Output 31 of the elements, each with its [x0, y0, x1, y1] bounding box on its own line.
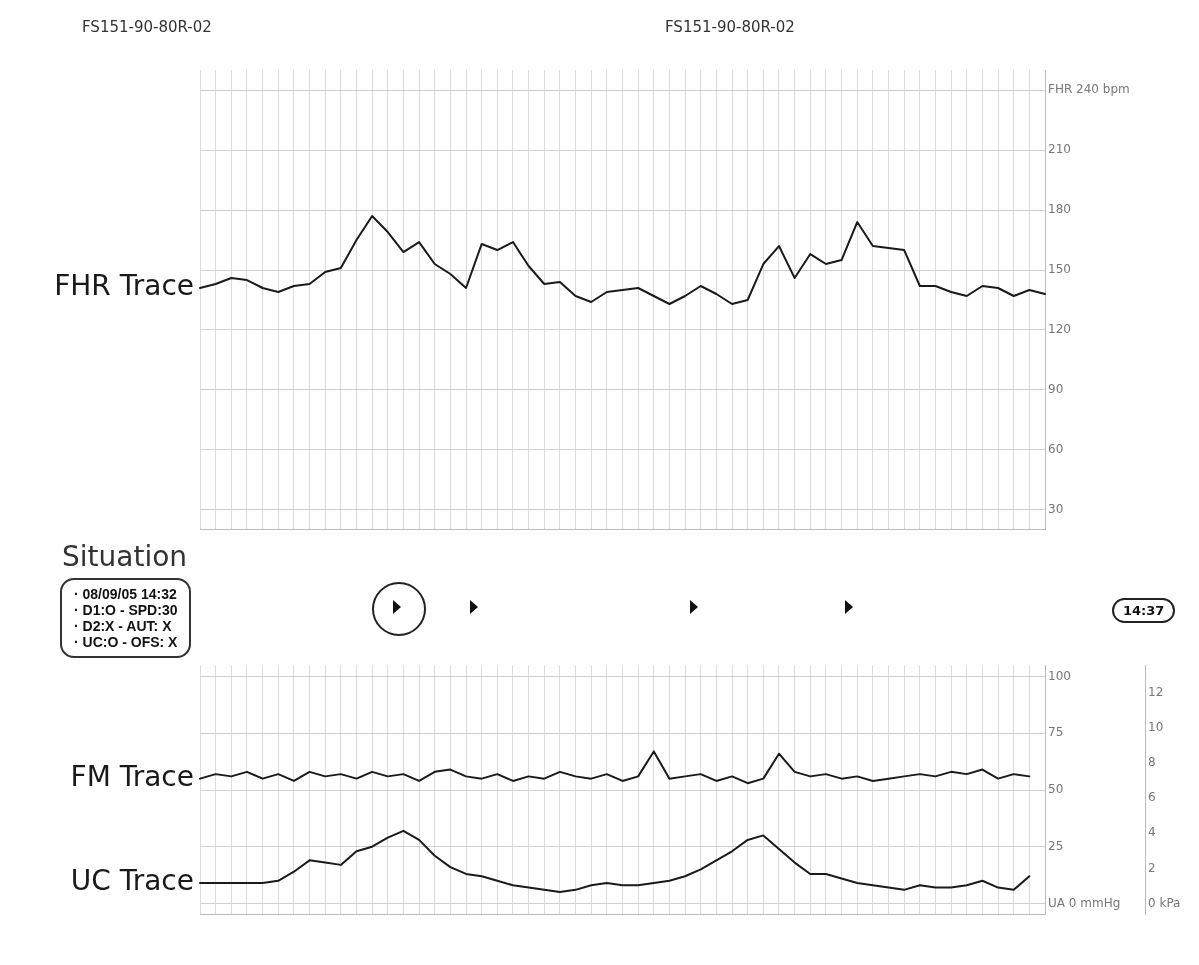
text: · UC:O - OFS: X — [74, 634, 178, 650]
y-tick-label: 60 — [1048, 441, 1064, 456]
text: · D1:O - SPD:30 — [74, 602, 178, 618]
y-tick-label: 90 — [1048, 382, 1064, 397]
y2-tick-label: 6 — [1148, 790, 1156, 805]
y2-tick-label: 4 — [1148, 825, 1156, 840]
y-tick-label: 150 — [1048, 262, 1071, 277]
y-tick-label: 210 — [1048, 142, 1071, 157]
text: · 08/09/05 14:32 — [74, 586, 178, 602]
y2-tick-label: 0 kPa — [1148, 895, 1181, 910]
series-label: UC Trace — [70, 864, 194, 898]
y-tick-label: 50 — [1048, 782, 1064, 797]
series-label: FHR Trace — [54, 269, 194, 303]
y2-tick-label: 2 — [1148, 860, 1156, 875]
y-tick-label: 100 — [1048, 668, 1071, 683]
text: Situation — [62, 540, 188, 573]
text: FS151-90-80R-02 — [82, 18, 212, 36]
series-label: FM Trace — [70, 759, 194, 793]
y2-tick-label: 8 — [1148, 755, 1156, 770]
text: · D2:X - AUT: X — [74, 618, 173, 634]
text: 14:37 — [1112, 598, 1176, 623]
y-tick-label: 30 — [1048, 501, 1064, 516]
text: FS151-90-80R-02 — [665, 18, 795, 36]
y2-tick-label: 12 — [1148, 685, 1164, 700]
y-tick-label: 120 — [1048, 322, 1071, 337]
y-tick-label: FHR 240 bpm — [1048, 82, 1130, 97]
y2-tick-label: 10 — [1148, 720, 1164, 735]
y-tick-label: 75 — [1048, 725, 1064, 740]
y-tick-label: 25 — [1048, 838, 1064, 853]
y-tick-label: UA 0 mmHg — [1048, 895, 1121, 910]
y-tick-label: 180 — [1048, 202, 1071, 217]
